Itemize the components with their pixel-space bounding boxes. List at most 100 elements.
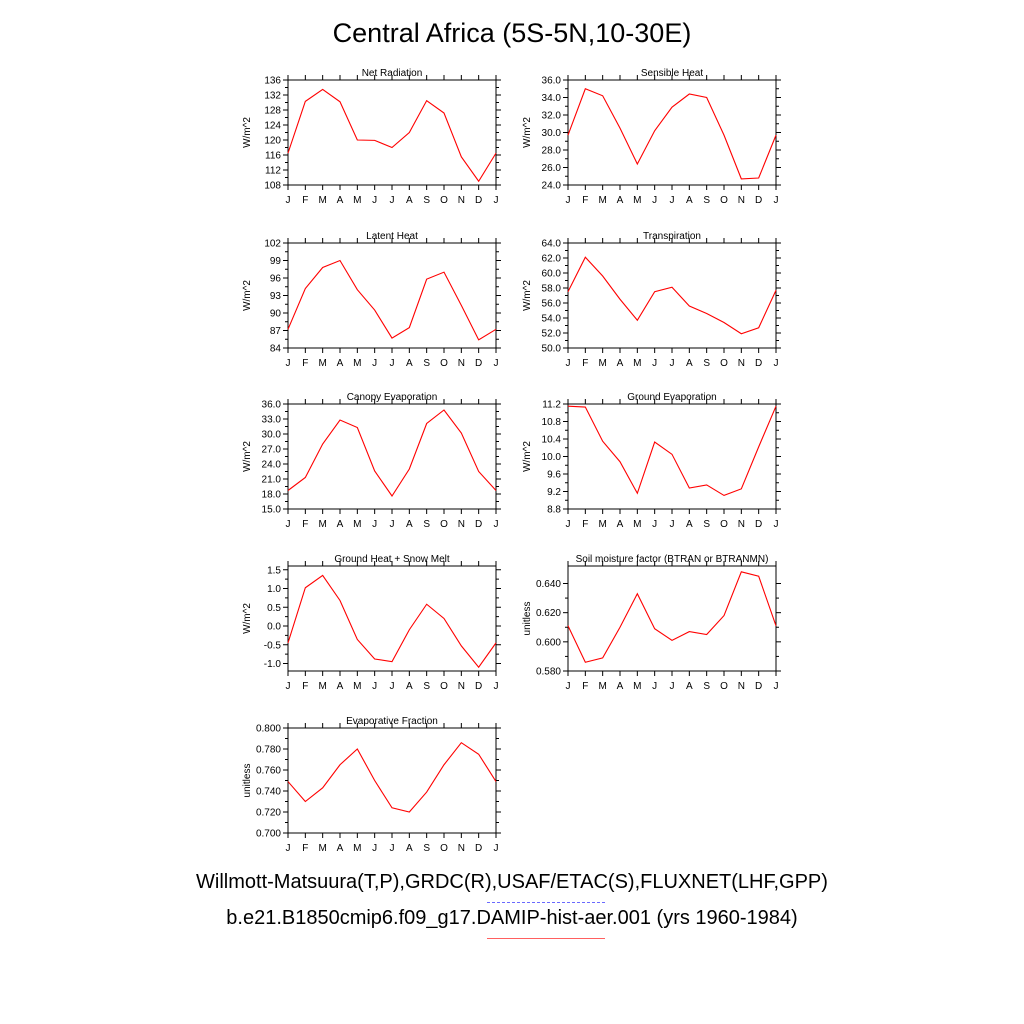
x-tick-label: S	[703, 681, 710, 692]
x-tick-label: J	[566, 681, 571, 692]
x-tick-label: O	[440, 195, 448, 206]
y-tick-label: 58.0	[542, 284, 562, 295]
x-tick-label: M	[318, 195, 326, 206]
x-tick-label: A	[337, 358, 344, 369]
x-tick-label: O	[720, 358, 728, 369]
y-tick-label: 60.0	[542, 269, 562, 280]
y-tick-label: 50.0	[542, 344, 562, 355]
series-line	[287, 741, 497, 813]
x-tick-label: N	[458, 358, 465, 369]
legend-observations-line	[487, 902, 605, 903]
plot-frame	[567, 565, 777, 672]
series-line	[567, 88, 777, 180]
x-tick-label: J	[652, 681, 657, 692]
legend-model-line	[487, 938, 605, 939]
y-tick-label: 0.740	[256, 787, 281, 798]
x-tick-label: D	[475, 519, 482, 530]
y-tick-label: 64.0	[542, 239, 562, 250]
plot-frame	[567, 79, 777, 186]
x-tick-label: J	[286, 195, 291, 206]
x-tick-label: S	[703, 358, 710, 369]
chart-title: Latent Heat	[366, 231, 418, 242]
y-tick-label: 27.0	[262, 445, 282, 456]
x-tick-label: D	[475, 195, 482, 206]
x-tick-label: M	[633, 358, 641, 369]
x-tick-label: J	[372, 843, 377, 854]
y-tick-label: 36.0	[542, 76, 562, 87]
series-line	[567, 256, 777, 335]
x-tick-label: J	[494, 195, 499, 206]
plot-frame	[287, 727, 497, 834]
x-tick-label: O	[440, 519, 448, 530]
x-tick-label: J	[286, 358, 291, 369]
x-tick-label: A	[406, 358, 413, 369]
x-tick-label: J	[774, 681, 779, 692]
x-tick-label: N	[458, 843, 465, 854]
x-tick-label: S	[423, 195, 430, 206]
x-tick-label: M	[318, 519, 326, 530]
x-tick-label: A	[337, 681, 344, 692]
y-tick-label: 10.8	[542, 417, 562, 428]
y-tick-label: 33.0	[262, 415, 282, 426]
x-tick-label: D	[755, 195, 762, 206]
legend-model-label: b.e21.B1850cmip6.f09_g17.DAMIP-hist-aer.…	[226, 907, 798, 929]
x-tick-label: J	[670, 681, 675, 692]
y-tick-label: 0.580	[536, 667, 561, 678]
x-tick-label: F	[302, 195, 308, 206]
x-tick-label: S	[703, 519, 710, 530]
x-tick-label: M	[353, 843, 361, 854]
series-line	[567, 405, 777, 497]
x-tick-label: F	[302, 843, 308, 854]
x-tick-label: O	[440, 681, 448, 692]
y-tick-label: 8.8	[547, 505, 561, 516]
x-tick-label: S	[423, 519, 430, 530]
series-line	[287, 259, 497, 341]
x-tick-label: A	[406, 519, 413, 530]
chart-title: Evaporative Fraction	[346, 716, 438, 727]
y-tick-label: -1.0	[264, 659, 282, 670]
plot-frame	[287, 79, 497, 186]
chart-title: Net Radiation	[362, 68, 423, 79]
y-tick-label: 0.600	[536, 637, 561, 648]
x-tick-label: O	[720, 195, 728, 206]
y-tick-label: 32.0	[542, 111, 562, 122]
x-tick-label: F	[582, 358, 588, 369]
chart-title: Transpiration	[643, 231, 701, 242]
x-tick-label: N	[738, 681, 745, 692]
x-tick-label: D	[755, 358, 762, 369]
x-tick-label: J	[652, 358, 657, 369]
y-tick-label: 0.5	[267, 603, 281, 614]
x-tick-label: M	[598, 681, 606, 692]
x-tick-label: J	[670, 519, 675, 530]
y-tick-label: 36.0	[262, 400, 282, 411]
chart-title: Canopy Evaporation	[347, 392, 438, 403]
x-tick-label: A	[406, 681, 413, 692]
x-tick-label: J	[390, 195, 395, 206]
x-tick-label: J	[566, 519, 571, 530]
x-tick-label: J	[566, 195, 571, 206]
y-tick-label: 108	[264, 181, 281, 192]
series-line	[567, 571, 777, 663]
x-tick-label: N	[738, 195, 745, 206]
y-tick-label: 11.2	[542, 400, 561, 411]
x-tick-label: D	[755, 681, 762, 692]
x-tick-label: M	[318, 843, 326, 854]
x-tick-label: J	[670, 195, 675, 206]
x-tick-label: A	[686, 358, 693, 369]
x-tick-label: D	[475, 843, 482, 854]
chart-panel-5: Canopy Evaporation 15.0 18.0 21.0 24.0 27.0 30…	[242, 392, 501, 530]
x-tick-label: J	[652, 519, 657, 530]
x-tick-label: F	[302, 519, 308, 530]
x-tick-label: A	[617, 681, 624, 692]
x-tick-label: M	[353, 195, 361, 206]
y-axis-label: unitless	[242, 764, 253, 798]
x-tick-label: A	[686, 195, 693, 206]
y-tick-label: 10.4	[542, 435, 562, 446]
plot-frame	[567, 403, 777, 510]
chart-panel-9: Evaporative Fraction 0.700 0.720 0.740 0.760…	[242, 716, 501, 854]
y-axis-label: W/m^2	[242, 117, 253, 148]
x-tick-label: M	[633, 681, 641, 692]
